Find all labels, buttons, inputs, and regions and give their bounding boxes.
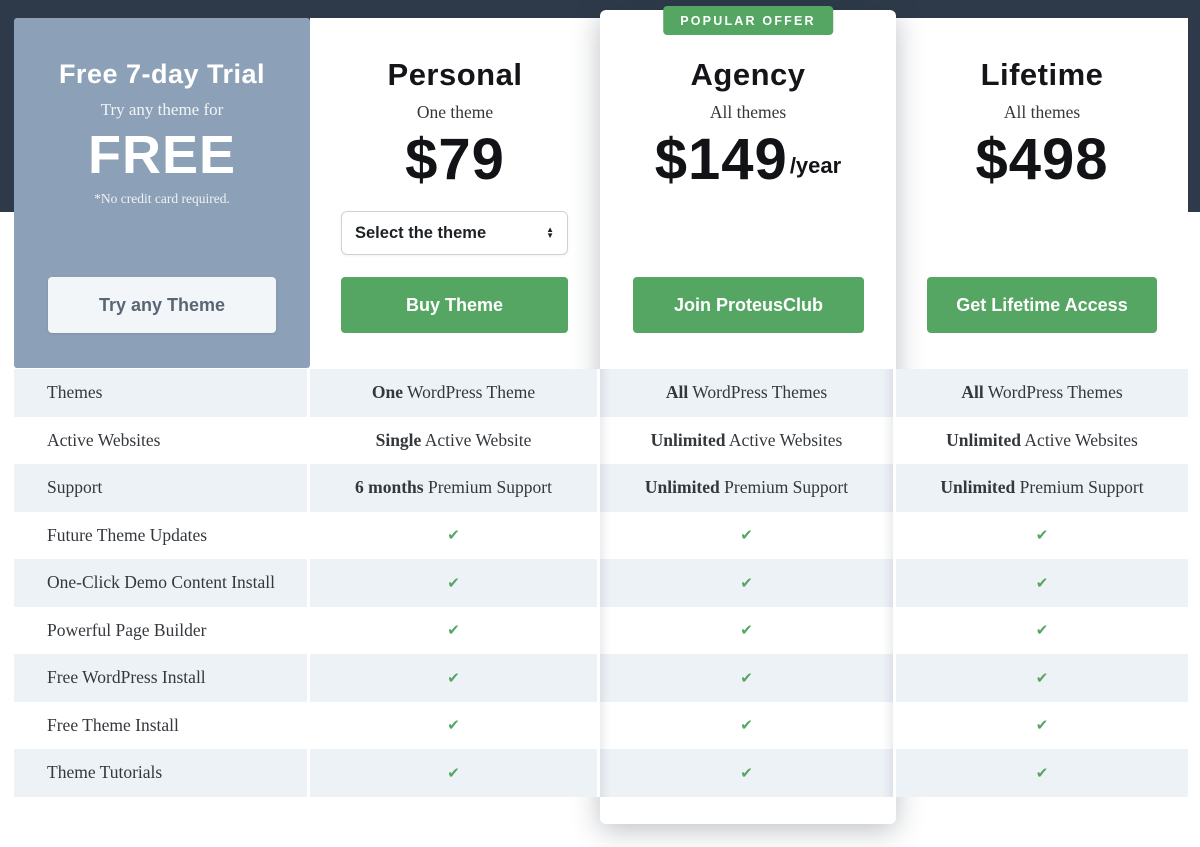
personal-column-panel xyxy=(310,18,600,212)
check-icon: ✔ xyxy=(740,668,753,687)
lifetime-subtitle: All themes xyxy=(1003,102,1081,122)
lifetime-price-amount: $498 xyxy=(975,127,1109,192)
features-table: Themes One WordPress Theme All WordPress… xyxy=(14,369,1188,797)
lifetime-header: Lifetime All themes $498 xyxy=(896,58,1188,205)
feature-value-personal: ✔ xyxy=(310,559,600,607)
feature-label: Powerful Page Builder xyxy=(14,606,310,654)
check-icon: ✔ xyxy=(447,716,460,735)
table-row: Theme Tutorials ✔ ✔ ✔ xyxy=(14,749,1188,797)
lifetime-price: $498 xyxy=(896,130,1188,205)
personal-header: Personal One theme $79 xyxy=(310,58,600,205)
personal-price: $79 xyxy=(310,130,600,205)
table-row: Powerful Page Builder ✔ ✔ ✔ xyxy=(14,606,1188,655)
agency-header: Agency All themes $149/year xyxy=(600,58,896,205)
feature-value-agency: ✔ xyxy=(600,606,896,654)
feature-label: Future Theme Updates xyxy=(14,511,310,559)
theme-select-label: Select the theme xyxy=(355,223,487,242)
check-icon: ✔ xyxy=(1035,526,1049,545)
agency-price-suffix: /year xyxy=(789,153,842,178)
feature-value-personal: One WordPress Theme xyxy=(310,369,600,417)
popular-offer-badge: POPULAR OFFER xyxy=(663,6,833,35)
feature-label: Themes xyxy=(14,369,310,417)
table-row: Future Theme Updates ✔ ✔ ✔ xyxy=(14,511,1188,560)
feature-value-agency: Unlimited Active Websites xyxy=(600,416,896,464)
check-icon: ✔ xyxy=(447,621,460,640)
personal-subtitle: One theme xyxy=(416,102,494,122)
lifetime-title: Lifetime xyxy=(980,57,1104,92)
feature-value-personal: Single Active Website xyxy=(310,416,600,464)
feature-value-agency: ✔ xyxy=(600,701,896,749)
feature-value-lifetime: ✔ xyxy=(896,559,1188,607)
feature-value-agency: ✔ xyxy=(600,654,896,702)
table-row: Themes One WordPress Theme All WordPress… xyxy=(14,369,1188,417)
check-icon: ✔ xyxy=(740,621,753,640)
feature-value-lifetime: Unlimited Premium Support xyxy=(940,477,1144,498)
personal-price-amount: $79 xyxy=(405,127,505,192)
check-icon: ✔ xyxy=(1035,668,1049,687)
feature-value-lifetime: All WordPress Themes xyxy=(961,382,1123,403)
feature-value-personal: ✔ xyxy=(310,654,600,702)
table-row: One-Click Demo Content Install ✔ ✔ ✔ xyxy=(14,559,1188,607)
personal-title: Personal xyxy=(387,57,523,92)
feature-label: Active Websites xyxy=(14,416,310,464)
feature-value-personal: ✔ xyxy=(310,606,600,654)
feature-label: Free WordPress Install xyxy=(14,654,310,702)
trial-note: *No credit card required. xyxy=(94,191,230,206)
feature-value-personal: ✔ xyxy=(310,511,600,559)
check-icon: ✔ xyxy=(740,573,753,592)
feature-value-agency: Unlimited Premium Support xyxy=(600,464,896,512)
check-icon: ✔ xyxy=(1035,573,1049,592)
select-arrows-icon: ▲ ▼ xyxy=(546,225,554,240)
feature-value-agency: ✔ xyxy=(600,559,896,607)
feature-label: Theme Tutorials xyxy=(14,749,310,797)
table-row: Active Websites Single Active Website Un… xyxy=(14,416,1188,464)
feature-label: One-Click Demo Content Install xyxy=(14,559,310,607)
feature-value-lifetime: ✔ xyxy=(896,702,1188,750)
try-any-theme-button[interactable]: Try any Theme xyxy=(48,277,276,333)
trial-price: FREE xyxy=(87,125,237,185)
feature-value-personal: ✔ xyxy=(310,749,600,797)
lifetime-column-panel xyxy=(896,18,1188,212)
check-icon: ✔ xyxy=(447,573,460,592)
buy-theme-button[interactable]: Buy Theme xyxy=(341,277,568,333)
check-icon: ✔ xyxy=(740,716,753,735)
trial-header: Free 7-day Trial Try any theme for FREE … xyxy=(14,58,310,208)
check-icon: ✔ xyxy=(447,763,460,782)
table-row: Support 6 months Premium Support Unlimit… xyxy=(14,464,1188,512)
agency-subtitle: All themes xyxy=(709,102,787,122)
check-icon: ✔ xyxy=(740,763,753,782)
trial-title: Free 7-day Trial xyxy=(58,59,266,89)
feature-value-lifetime: ✔ xyxy=(896,512,1188,560)
feature-value-agency: All WordPress Themes xyxy=(600,369,896,417)
feature-value-personal: ✔ xyxy=(310,701,600,749)
table-row: Free Theme Install ✔ ✔ ✔ xyxy=(14,701,1188,750)
check-icon: ✔ xyxy=(447,668,460,687)
feature-value-lifetime: ✔ xyxy=(896,749,1188,797)
feature-label: Support xyxy=(14,464,310,512)
check-icon: ✔ xyxy=(740,526,753,545)
table-row: Free WordPress Install ✔ ✔ ✔ xyxy=(14,654,1188,702)
get-lifetime-access-button[interactable]: Get Lifetime Access xyxy=(927,277,1157,333)
check-icon: ✔ xyxy=(447,526,460,545)
feature-label: Free Theme Install xyxy=(14,701,310,749)
check-icon: ✔ xyxy=(1035,763,1049,782)
agency-price: $149/year xyxy=(600,130,896,205)
feature-value-lifetime: Unlimited Active Websites xyxy=(946,429,1138,450)
join-proteusclub-button[interactable]: Join ProteusClub xyxy=(633,277,864,333)
agency-title: Agency xyxy=(690,57,806,92)
agency-price-amount: $149 xyxy=(654,127,788,192)
check-icon: ✔ xyxy=(1035,716,1049,735)
trial-subtitle: Try any theme for xyxy=(100,100,224,119)
feature-value-agency: ✔ xyxy=(600,749,896,797)
feature-value-lifetime: ✔ xyxy=(896,654,1188,702)
check-icon: ✔ xyxy=(1035,621,1049,640)
feature-value-agency: ✔ xyxy=(600,511,896,559)
theme-select[interactable]: Select the theme ▲ ▼ xyxy=(341,211,568,255)
feature-value-personal: 6 months Premium Support xyxy=(310,464,600,512)
feature-value-lifetime: ✔ xyxy=(896,607,1188,655)
